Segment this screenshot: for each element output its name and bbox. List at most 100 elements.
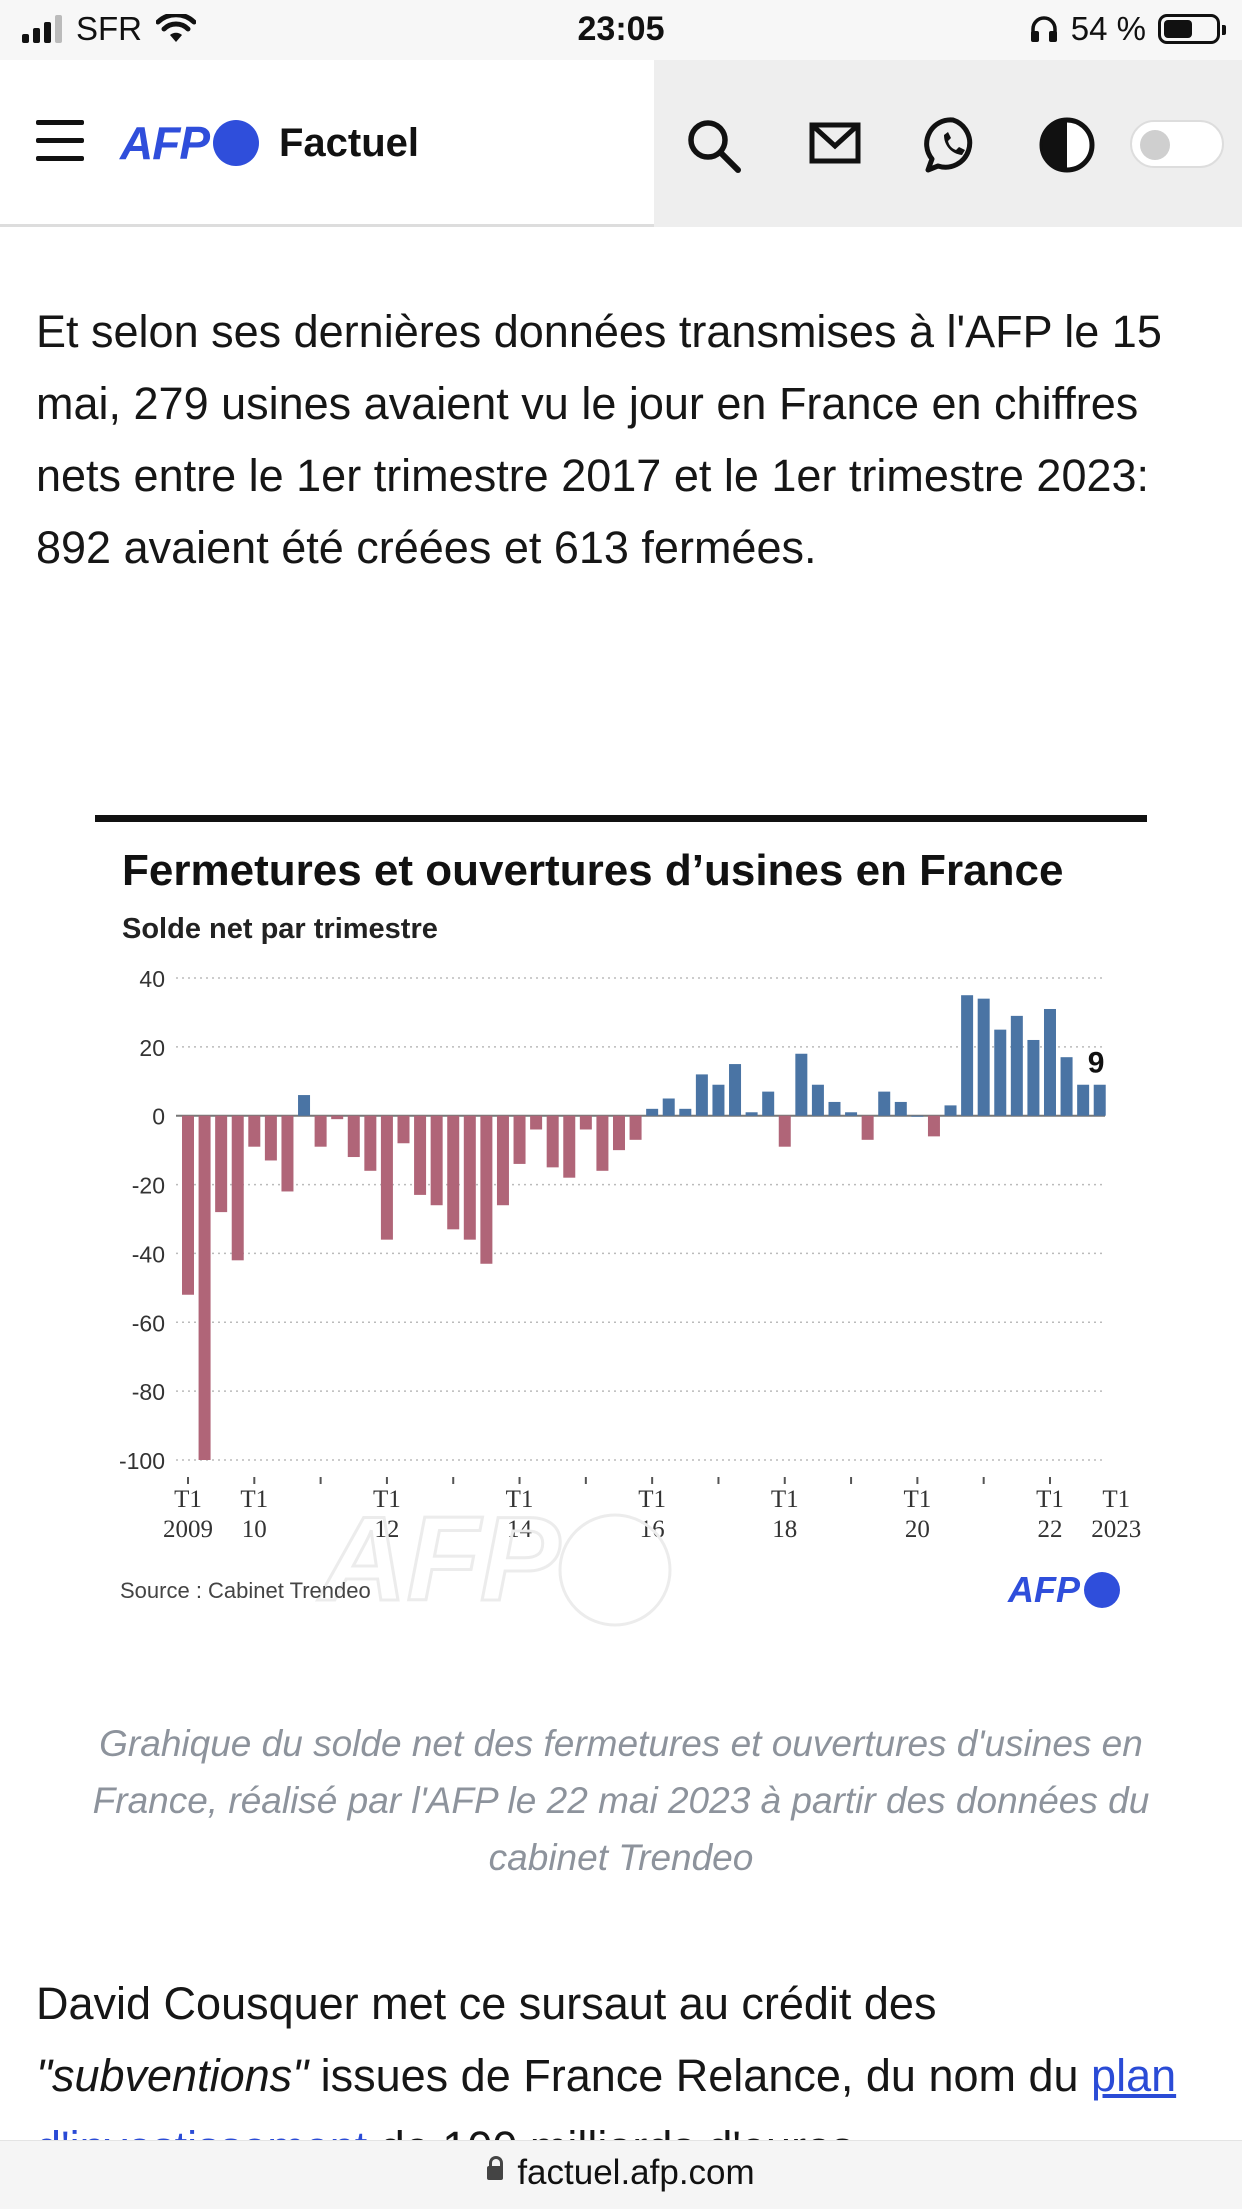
y-tick-label: -100 <box>119 1448 165 1474</box>
chart-bar <box>347 1115 360 1158</box>
chart-bar <box>530 1115 543 1130</box>
search-icon[interactable] <box>684 116 742 174</box>
chart-bar <box>629 1115 642 1140</box>
chart-bar <box>447 1115 460 1230</box>
chart-bar <box>994 1029 1007 1116</box>
chart-subtitle: Solde net par trimestre <box>122 913 438 945</box>
chart-bar <box>1027 1039 1040 1116</box>
chart-bar <box>695 1074 708 1116</box>
chart-bar <box>231 1115 244 1261</box>
chart-bar <box>878 1091 891 1116</box>
chart-bar <box>513 1115 526 1164</box>
chart-figure: Fermetures et ouvertures d’usines en Fra… <box>90 810 1150 1630</box>
mail-icon[interactable] <box>809 122 861 164</box>
chart-bar <box>1010 1015 1023 1116</box>
chart-bar <box>762 1091 775 1116</box>
chart-bar <box>1043 1008 1056 1116</box>
x-tick-label-quarter: T1 <box>373 1486 401 1513</box>
x-tick-label-quarter: T1 <box>638 1486 666 1513</box>
chart-bar <box>1093 1084 1106 1116</box>
headphones-icon <box>1030 16 1057 42</box>
chart-bar <box>612 1115 625 1151</box>
data-label-last: 9 <box>1088 1047 1105 1080</box>
clock: 23:05 <box>577 10 665 48</box>
battery-icon <box>1158 14 1226 44</box>
chart-bar <box>811 1084 824 1116</box>
signal-icon <box>22 15 62 43</box>
x-tick-label-quarter: T1 <box>1036 1486 1064 1513</box>
x-tick-label-year: 10 <box>242 1516 267 1543</box>
chart-bar <box>845 1112 858 1116</box>
y-tick-label: -80 <box>132 1379 165 1405</box>
chart-bar <box>463 1115 476 1240</box>
y-tick-label: -60 <box>132 1310 165 1336</box>
x-tick-label-year: 20 <box>905 1516 930 1543</box>
quote-text: "subventions" <box>36 2050 309 2101</box>
chart-bar <box>894 1101 907 1116</box>
y-tick-label: -40 <box>132 1241 165 1267</box>
logo-afp-text: AFP <box>120 117 210 169</box>
whatsapp-icon[interactable] <box>924 116 982 174</box>
toggle-knob <box>1140 130 1170 160</box>
chart-bar <box>314 1115 327 1147</box>
lock-icon <box>487 2155 504 2180</box>
menu-icon[interactable] <box>36 120 84 164</box>
chart-bar <box>364 1115 377 1171</box>
chart-bar <box>397 1115 410 1144</box>
chart-title: Fermetures et ouvertures d’usines en Fra… <box>122 846 1063 895</box>
chart-bar <box>563 1115 576 1178</box>
chart-bar <box>977 998 990 1116</box>
chart-bar <box>182 1115 194 1295</box>
x-tick-label-year: 2023 <box>1091 1516 1141 1543</box>
chart-bar <box>745 1112 758 1116</box>
status-left: SFR <box>22 10 196 48</box>
chart-bar <box>1077 1084 1090 1116</box>
site-header: AFP Factuel <box>0 60 1242 227</box>
chart-bar <box>729 1064 742 1116</box>
paragraph-text: issues de France Relance, du nom du <box>308 2050 1092 2101</box>
chart-bar <box>961 995 974 1116</box>
y-tick-label: 0 <box>152 1104 165 1130</box>
x-tick-label-quarter: T1 <box>903 1486 931 1513</box>
chart-bar <box>596 1115 609 1171</box>
chart-bar <box>430 1115 443 1206</box>
chart-bar <box>861 1115 874 1140</box>
browser-url-bar[interactable]: factuel.afp.com <box>0 2140 1242 2209</box>
chart-bar <box>1060 1057 1073 1116</box>
chart-bar <box>380 1115 393 1240</box>
url-display[interactable]: factuel.afp.com <box>0 2153 1242 2193</box>
chart-bar <box>795 1053 808 1116</box>
x-tick-label-quarter: T1 <box>506 1486 534 1513</box>
chart-bar <box>927 1115 940 1137</box>
chart-bar <box>944 1105 957 1116</box>
url-domain: factuel.afp.com <box>517 2153 755 2192</box>
paragraph-text: David Cousquer met ce sursaut au crédit … <box>36 1978 937 2029</box>
chart-bar <box>480 1115 493 1264</box>
battery-percent: 54 % <box>1070 10 1146 47</box>
chart-bar <box>778 1115 791 1147</box>
site-logo[interactable]: AFP Factuel <box>120 116 419 170</box>
chart-top-rule <box>95 815 1147 822</box>
chart-bar <box>331 1115 344 1120</box>
x-tick-label-year: 2009 <box>163 1516 213 1543</box>
chart-bar <box>248 1115 261 1147</box>
contrast-icon[interactable] <box>1038 116 1096 174</box>
chart-bar <box>546 1115 559 1168</box>
chart-bar <box>712 1084 725 1116</box>
x-tick-label-year: 18 <box>772 1516 797 1543</box>
y-tick-label: -20 <box>132 1173 165 1199</box>
chart-bar <box>298 1095 311 1116</box>
chart-source: Source : Cabinet Trendeo <box>120 1578 371 1603</box>
chart-afp-logo-dot <box>1084 1572 1120 1608</box>
afp-watermark-circle <box>558 1513 672 1627</box>
status-bar: SFR 23:05 54 % <box>0 0 1242 60</box>
chart-bar <box>281 1115 294 1192</box>
x-tick-label-quarter: T1 <box>240 1486 268 1513</box>
chart-bar <box>579 1115 592 1130</box>
chart-bar <box>496 1115 509 1206</box>
x-tick-label-quarter: T1 <box>771 1486 799 1513</box>
chart-bar <box>911 1115 924 1117</box>
x-tick-label-quarter: T1 <box>1102 1486 1130 1513</box>
bar-chart: Fermetures et ouvertures d’usines en Fra… <box>95 815 1147 1628</box>
dark-mode-toggle[interactable] <box>1130 120 1224 168</box>
